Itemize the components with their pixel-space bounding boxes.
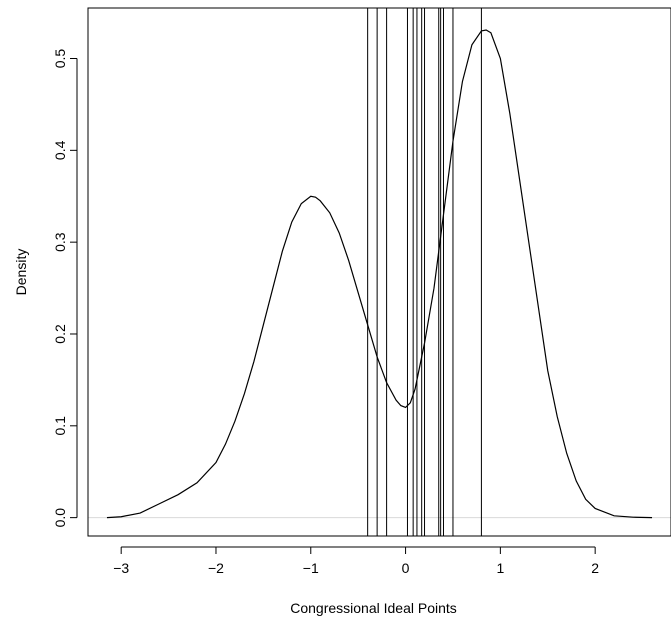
y-tick-label: 0.5	[52, 49, 68, 69]
x-tick-label: −2	[208, 560, 224, 576]
x-axis: −3 −2 −1 0 1 2	[113, 546, 599, 576]
x-axis-title: Congressional Ideal Points	[290, 600, 457, 616]
y-tick-label: 0.4	[52, 140, 68, 160]
x-tick-label: −3	[113, 560, 129, 576]
reference-lines	[367, 8, 482, 536]
x-tick-label: −1	[303, 560, 319, 576]
x-tick-label: 0	[402, 560, 410, 576]
y-tick-label: 0.2	[52, 324, 68, 344]
density-curve	[106, 29, 653, 519]
y-tick-label: 0.1	[52, 416, 68, 436]
x-tick-label: 1	[496, 560, 504, 576]
y-axis: 0.0 0.1 0.2 0.3 0.4 0.5	[52, 49, 78, 528]
y-tick-label: 0.3	[52, 232, 68, 252]
y-tick-label: 0.0	[52, 508, 68, 528]
y-axis-title: Density	[13, 249, 29, 296]
x-tick-label: 2	[591, 560, 599, 576]
plot-frame	[87, 7, 671, 537]
